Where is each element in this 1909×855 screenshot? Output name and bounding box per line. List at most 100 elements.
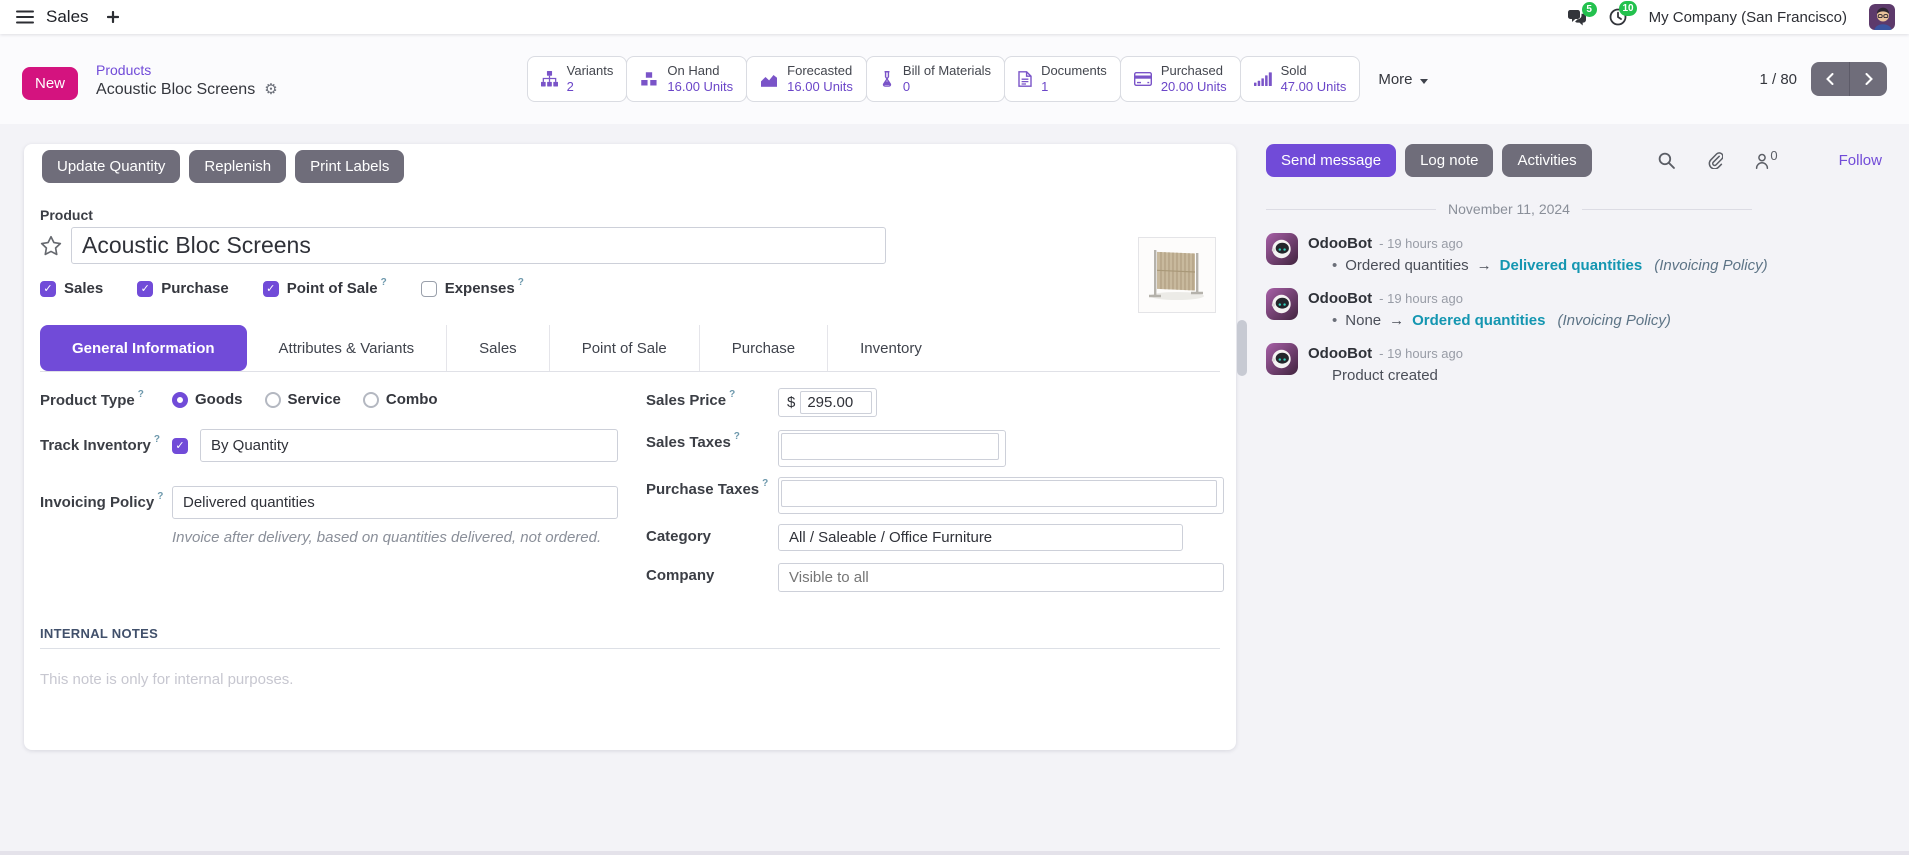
message-author[interactable]: OdooBot: [1308, 235, 1373, 252]
action-bar: Update Quantity Replenish Print Labels: [24, 144, 1236, 191]
follow-button[interactable]: Follow: [1838, 152, 1882, 169]
sales-taxes-input[interactable]: [778, 430, 1006, 467]
category-label: Category: [646, 528, 712, 545]
chatter-message: OdooBot - 19 hours ago • Ordered quantities…: [1266, 233, 1882, 274]
send-message-button[interactable]: Send message: [1266, 144, 1397, 177]
checkbox-box[interactable]: [420, 280, 437, 297]
radio-dot[interactable]: [264, 391, 281, 408]
company-input[interactable]: [778, 563, 1224, 592]
help-icon: ?: [380, 277, 387, 288]
radio-label: Goods: [195, 391, 243, 408]
search-messages-icon[interactable]: [1656, 150, 1677, 171]
breadcrumb: Products Acoustic Bloc Screens ⚙: [96, 62, 278, 99]
pager-previous-button[interactable]: [1811, 62, 1849, 96]
stat-button-variants[interactable]: Variants 2: [526, 55, 628, 103]
message-author[interactable]: OdooBot: [1308, 345, 1373, 362]
stat-value: 20.00 Units: [1160, 79, 1227, 94]
activities-button[interactable]: Activities: [1502, 144, 1592, 177]
bullet: •: [1332, 312, 1338, 329]
message-author[interactable]: OdooBot: [1308, 290, 1373, 307]
purchase-taxes-label: Purchase Taxes?: [646, 478, 769, 498]
chatter-message: OdooBot - 19 hours ago • None → Ordered quant…: [1266, 288, 1882, 329]
sitemap-icon: [540, 71, 558, 87]
tracking-new-value[interactable]: Ordered quantities: [1412, 312, 1546, 329]
stat-label: Forecasted: [787, 62, 853, 78]
product-form-card: Update Quantity Replenish Print Labels Pro…: [24, 144, 1236, 750]
more-dropdown[interactable]: More: [1378, 71, 1428, 88]
help-icon: ?: [157, 491, 164, 502]
stat-value: 1: [1041, 79, 1049, 94]
company-switcher[interactable]: My Company (San Francisco): [1648, 8, 1847, 26]
radio-goods[interactable]: Goods: [172, 391, 243, 408]
stat-button-bill-of-materials[interactable]: Bill of Materials 0: [865, 55, 1006, 103]
checkbox-box[interactable]: ✓: [40, 280, 56, 297]
stat-button-documents[interactable]: Documents 1: [1004, 55, 1121, 103]
tab-attributes-variants[interactable]: Attributes & Variants: [247, 325, 447, 371]
sales-price-input[interactable]: [800, 391, 873, 414]
sales-price-label: Sales Price?: [646, 389, 736, 409]
tab-general-information[interactable]: General Information: [40, 325, 247, 371]
stat-value: 47.00 Units: [1280, 79, 1347, 94]
checkbox-purchase[interactable]: ✓ Purchase: [137, 280, 229, 297]
new-button[interactable]: New: [22, 66, 79, 100]
internal-notes-editor[interactable]: This note is only for internal purposes.: [40, 671, 294, 688]
tab-inventory[interactable]: Inventory: [827, 325, 954, 371]
tab-point-of-sale[interactable]: Point of Sale: [548, 325, 699, 371]
checkbox-expenses[interactable]: Expenses?: [420, 277, 524, 297]
checkbox-sales[interactable]: ✓ Sales: [40, 280, 103, 297]
product-image[interactable]: [1138, 237, 1216, 313]
update-quantity-button[interactable]: Update Quantity: [42, 150, 181, 183]
tab-sales[interactable]: Sales: [446, 325, 549, 371]
breadcrumb-products-link[interactable]: Products: [96, 61, 152, 78]
track-inventory-checkbox[interactable]: ✓: [172, 437, 188, 454]
checkbox-point-of-sale[interactable]: ✓ Point of Sale?: [262, 277, 387, 297]
radio-label: Combo: [385, 391, 438, 408]
track-inventory-input[interactable]: [200, 429, 618, 462]
arrow-right-icon: →: [1476, 257, 1492, 274]
messages-icon[interactable]: 5: [1567, 1, 1597, 26]
print-labels-button[interactable]: Print Labels: [295, 150, 405, 183]
tab-purchase[interactable]: Purchase: [698, 325, 827, 371]
stat-button-purchased[interactable]: Purchased 20.00 Units: [1119, 55, 1241, 103]
activities-clock-icon[interactable]: 10: [1609, 1, 1637, 26]
radio-combo[interactable]: Combo: [362, 391, 438, 408]
user-avatar[interactable]: [1869, 4, 1895, 30]
attachment-paperclip-icon[interactable]: [1705, 150, 1725, 171]
radio-dot[interactable]: [172, 391, 188, 408]
chatter-message: OdooBot - 19 hours ago Product created: [1266, 343, 1882, 384]
apps-menu-icon[interactable]: [14, 8, 36, 26]
favorite-star-icon[interactable]: [40, 235, 62, 256]
log-note-button[interactable]: Log note: [1405, 144, 1494, 177]
new-tab-plus-icon[interactable]: [105, 9, 121, 25]
message-time: - 19 hours ago: [1379, 346, 1463, 361]
category-input[interactable]: [778, 524, 1183, 551]
messages-badge: 5: [1581, 1, 1597, 17]
stat-button-sold[interactable]: Sold 47.00 Units: [1239, 55, 1361, 103]
checkbox-label: Expenses?: [444, 277, 524, 297]
app-name[interactable]: Sales: [46, 7, 89, 26]
radio-service[interactable]: Service: [264, 391, 341, 408]
caret-down-icon: [1419, 71, 1428, 88]
checkbox-box[interactable]: ✓: [262, 280, 279, 297]
checkbox-box[interactable]: ✓: [137, 280, 154, 297]
tracking-new-value[interactable]: Delivered quantities: [1499, 257, 1643, 274]
followers-icon[interactable]: 0: [1753, 148, 1779, 171]
radio-dot[interactable]: [362, 391, 379, 408]
stat-button-forecasted[interactable]: Forecasted 16.00 Units: [746, 55, 867, 103]
replenish-button[interactable]: Replenish: [189, 150, 287, 183]
tracking-old-value: Ordered quantities: [1345, 257, 1469, 274]
invoicing-policy-input[interactable]: [172, 486, 618, 519]
chatter: Send message Log note Activities 0 Follow …: [1266, 144, 1882, 384]
scrollbar-thumb[interactable]: [1237, 320, 1247, 376]
stat-label: On Hand: [667, 62, 720, 78]
gear-icon[interactable]: ⚙: [264, 81, 278, 98]
purchase-taxes-input[interactable]: [778, 477, 1224, 514]
product-name-input[interactable]: [71, 227, 886, 264]
message-time: - 19 hours ago: [1379, 291, 1463, 306]
stat-button-on-hand[interactable]: On Hand 16.00 Units: [626, 55, 748, 103]
pager: 1 / 80: [1759, 62, 1887, 96]
form-sheet: Product ✓Sales✓Purchase✓Point of Sale?Ex…: [24, 207, 1236, 688]
pager-next-button[interactable]: [1849, 62, 1887, 96]
checkbox-label: Purchase: [161, 280, 229, 297]
date-divider: November 11, 2024: [1266, 201, 1752, 217]
